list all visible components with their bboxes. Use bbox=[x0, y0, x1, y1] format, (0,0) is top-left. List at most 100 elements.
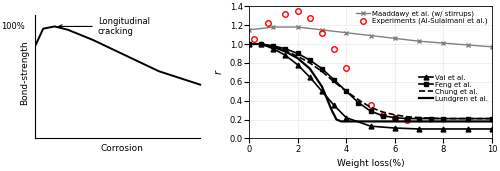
Chung et al. bbox=[440, 118, 446, 120]
Experiments (Al-Sulaimani et al.) bbox=[392, 117, 398, 119]
Val et al. bbox=[392, 127, 398, 129]
Experiments (Al-Sulaimani et al.) bbox=[404, 119, 410, 121]
Feng et al. bbox=[356, 102, 362, 104]
Val et al. bbox=[464, 128, 470, 130]
Feng et al. bbox=[464, 118, 470, 120]
Val et al. bbox=[246, 43, 252, 45]
Feng et al. bbox=[368, 110, 374, 112]
Lundgren et al. bbox=[440, 120, 446, 122]
Chung et al. bbox=[464, 118, 470, 120]
X-axis label: Weight loss(%): Weight loss(%) bbox=[336, 159, 404, 168]
Feng et al. bbox=[404, 118, 410, 120]
Text: 100%: 100% bbox=[1, 22, 25, 31]
Lundgren et al. bbox=[464, 120, 470, 122]
Feng et al. bbox=[246, 43, 252, 45]
Maaddawy et al. (w/ stirrups) bbox=[319, 29, 325, 31]
Chung et al. bbox=[319, 70, 325, 73]
Line: Feng et al.: Feng et al. bbox=[246, 42, 494, 121]
Experiments (Al-Sulaimani et al.) bbox=[266, 22, 272, 24]
Line: Experiments (Al-Sulaimani et al.): Experiments (Al-Sulaimani et al.) bbox=[251, 8, 410, 122]
Lundgren et al. bbox=[343, 120, 349, 122]
Chung et al. bbox=[246, 43, 252, 45]
Chung et al. bbox=[270, 46, 276, 48]
X-axis label: Corrosion: Corrosion bbox=[100, 144, 143, 153]
Maaddawy et al. (w/ stirrups) bbox=[392, 37, 398, 39]
Chung et al. bbox=[489, 118, 495, 120]
Chung et al. bbox=[416, 117, 422, 119]
Maaddawy et al. (w/ stirrups) bbox=[416, 40, 422, 42]
Feng et al. bbox=[380, 115, 386, 117]
Experiments (Al-Sulaimani et al.) bbox=[282, 13, 288, 15]
Val et al. bbox=[343, 117, 349, 119]
Lundgren et al. bbox=[334, 119, 340, 121]
Maaddawy et al. (w/ stirrups) bbox=[294, 26, 300, 28]
Val et al. bbox=[368, 125, 374, 127]
Maaddawy et al. (w/ stirrups) bbox=[440, 42, 446, 44]
Chung et al. bbox=[392, 114, 398, 116]
Feng et al. bbox=[282, 48, 288, 50]
Lundgren et al. bbox=[319, 86, 325, 88]
Feng et al. bbox=[270, 45, 276, 47]
Feng et al. bbox=[319, 68, 325, 70]
Val et al. bbox=[282, 54, 288, 56]
Lundgren et al. bbox=[489, 120, 495, 122]
Chung et al. bbox=[343, 90, 349, 92]
Chung et al. bbox=[368, 106, 374, 108]
Chung et al. bbox=[404, 116, 410, 118]
Line: Lundgren et al.: Lundgren et al. bbox=[249, 44, 492, 121]
Lundgren et al. bbox=[307, 68, 313, 70]
Lundgren et al. bbox=[368, 120, 374, 122]
Val et al. bbox=[319, 90, 325, 92]
Feng et al. bbox=[307, 59, 313, 61]
Val et al. bbox=[270, 48, 276, 50]
Feng et al. bbox=[416, 118, 422, 120]
Line: Chung et al.: Chung et al. bbox=[249, 44, 492, 119]
Chung et al. bbox=[307, 62, 313, 64]
Maaddawy et al. (w/ stirrups) bbox=[464, 44, 470, 46]
Val et al. bbox=[440, 128, 446, 130]
Val et al. bbox=[258, 43, 264, 45]
Text: Longitudinal
cracking: Longitudinal cracking bbox=[59, 17, 150, 36]
Experiments (Al-Sulaimani et al.) bbox=[294, 10, 300, 12]
Experiments (Al-Sulaimani et al.) bbox=[251, 38, 257, 40]
Chung et al. bbox=[258, 43, 264, 45]
Lundgren et al. bbox=[392, 120, 398, 122]
Y-axis label: Bond-strength: Bond-strength bbox=[20, 40, 30, 105]
Val et al. bbox=[331, 104, 337, 106]
Maaddawy et al. (w/ stirrups) bbox=[270, 26, 276, 28]
Lundgren et al. bbox=[246, 43, 252, 45]
Y-axis label: r: r bbox=[214, 70, 224, 74]
Chung et al. bbox=[356, 99, 362, 101]
Chung et al. bbox=[331, 81, 337, 83]
Val et al. bbox=[307, 76, 313, 78]
Lundgren et al. bbox=[416, 120, 422, 122]
Lundgren et al. bbox=[258, 43, 264, 45]
Legend: Val et al., Feng et al., Chung et al., Lundgren et al.: Val et al., Feng et al., Chung et al., L… bbox=[418, 74, 488, 102]
Feng et al. bbox=[258, 43, 264, 45]
Line: Val et al.: Val et al. bbox=[246, 42, 494, 131]
Feng et al. bbox=[331, 79, 337, 81]
Feng et al. bbox=[489, 118, 495, 120]
Val et al. bbox=[294, 64, 300, 66]
Feng et al. bbox=[440, 118, 446, 120]
Val et al. bbox=[489, 128, 495, 130]
Lundgren et al. bbox=[270, 46, 276, 48]
Lundgren et al. bbox=[282, 51, 288, 53]
Feng et al. bbox=[343, 90, 349, 92]
Experiments (Al-Sulaimani et al.) bbox=[319, 32, 325, 34]
Val et al. bbox=[416, 128, 422, 130]
Experiments (Al-Sulaimani et al.) bbox=[331, 48, 337, 50]
Maaddawy et al. (w/ stirrups) bbox=[489, 46, 495, 48]
Feng et al. bbox=[428, 118, 434, 120]
Lundgren et al. bbox=[328, 109, 334, 111]
Lundgren et al. bbox=[338, 120, 344, 122]
Feng et al. bbox=[392, 117, 398, 119]
Experiments (Al-Sulaimani et al.) bbox=[380, 114, 386, 116]
Maaddawy et al. (w/ stirrups) bbox=[368, 35, 374, 37]
Maaddawy et al. (w/ stirrups) bbox=[246, 29, 252, 31]
Chung et al. bbox=[282, 50, 288, 52]
Experiments (Al-Sulaimani et al.) bbox=[343, 67, 349, 69]
Line: Maaddawy et al. (w/ stirrups): Maaddawy et al. (w/ stirrups) bbox=[246, 25, 494, 49]
Lundgren et al. bbox=[294, 57, 300, 59]
Experiments (Al-Sulaimani et al.) bbox=[307, 17, 313, 19]
